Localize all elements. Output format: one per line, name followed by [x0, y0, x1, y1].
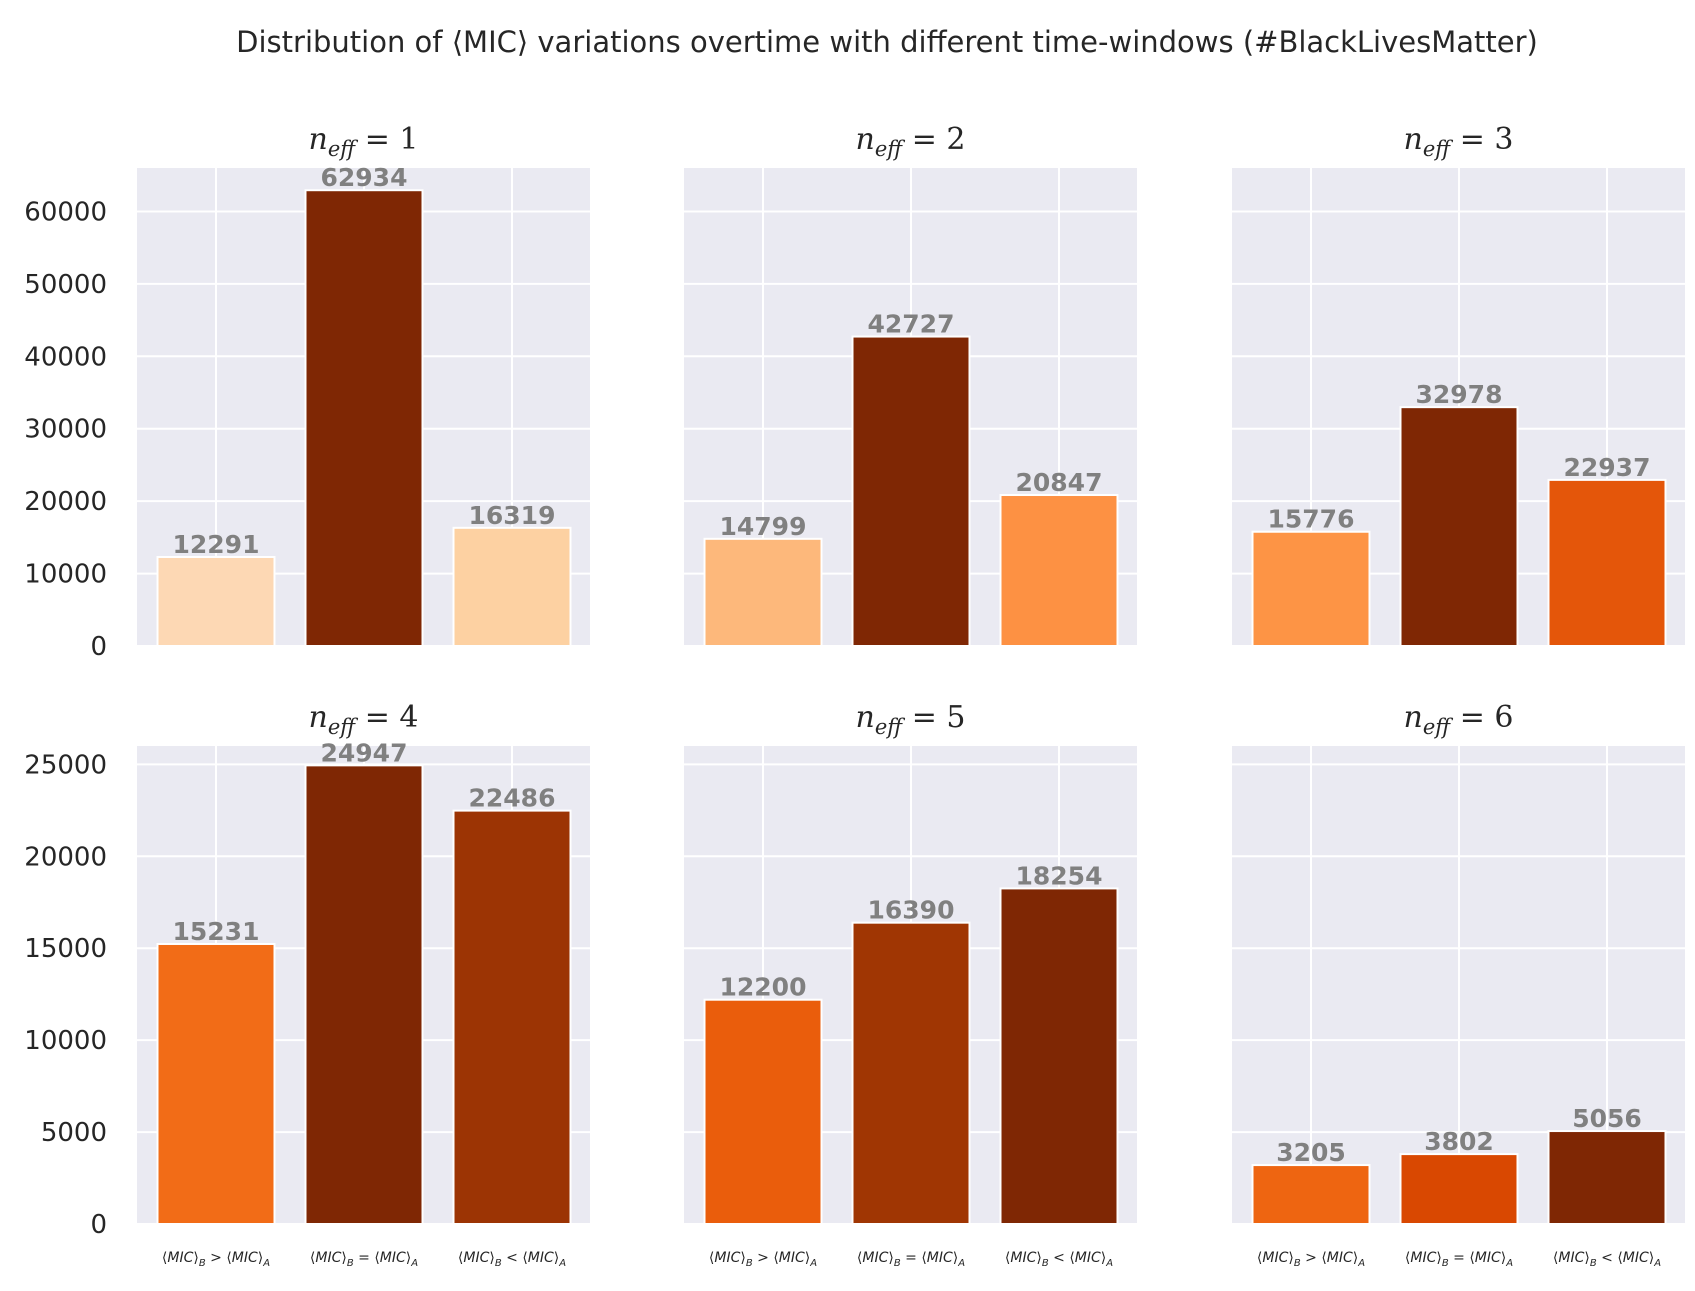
panel-title: neff = 5 [856, 700, 966, 739]
bar-value-label: 16319 [469, 501, 556, 530]
bar-value-label: 15776 [1268, 505, 1355, 534]
y-tick-label: 15000 [24, 934, 107, 964]
x-tick-label: ⟨MIC⟩B = ⟨MIC⟩A [310, 1250, 418, 1269]
panel-neff-4: 0 5000 10000 15000 20000 25000 neff = 4 15231 24… [24, 700, 590, 1269]
chart-title: Distribution of ⟨MIC⟩ variations overtim… [236, 25, 1538, 59]
bar-value-label: 15231 [173, 917, 260, 946]
bar [703, 537, 823, 647]
bar-value-label: 62934 [321, 163, 408, 192]
bar [156, 942, 276, 1226]
bar [851, 335, 971, 647]
y-tick-label: 0 [90, 1210, 107, 1240]
bar-value-label: 20847 [1016, 468, 1103, 497]
y-tick-label: 30000 [24, 415, 107, 445]
y-tick-label: 0 [90, 632, 107, 662]
bar-value-label: 18254 [1016, 861, 1103, 890]
panel-neff-2: neff = 2 14799 42727 20847 [684, 122, 1137, 647]
bar [1547, 1130, 1667, 1225]
bar [1399, 1153, 1519, 1225]
y-tick-label: 20000 [24, 487, 107, 517]
y-tick-label: 50000 [24, 270, 107, 300]
y-tick-label: 60000 [24, 197, 107, 227]
bar-value-label: 16390 [868, 896, 955, 925]
bar [1251, 1164, 1371, 1225]
x-tick-label: ⟨MIC⟩B > ⟨MIC⟩A [162, 1250, 270, 1269]
bar-value-label: 12291 [173, 530, 260, 559]
bar [851, 921, 971, 1225]
panel-neff-6: neff = 6 3205 3802 5056 ⟨MIC⟩B > ⟨MIC⟩A ⟨MIC⟩… [1232, 700, 1685, 1269]
y-tick-label: 20000 [24, 842, 107, 872]
x-tick-label: ⟨MIC⟩B = ⟨MIC⟩A [1405, 1250, 1513, 1269]
bar [1547, 478, 1667, 648]
y-tick-label: 5000 [41, 1118, 107, 1148]
panel-title: neff = 2 [856, 122, 966, 161]
bar-value-label: 5056 [1572, 1104, 1642, 1133]
y-tick-label: 40000 [24, 342, 107, 372]
panel-neff-5: neff = 5 12200 16390 18254 ⟨MIC⟩B > ⟨MIC⟩A ⟨M… [684, 700, 1137, 1269]
y-tick-label: 25000 [24, 750, 107, 780]
x-tick-label: ⟨MIC⟩B > ⟨MIC⟩A [1257, 1250, 1365, 1269]
bar [156, 555, 276, 647]
bar [452, 809, 572, 1225]
panel-title: neff = 6 [1404, 700, 1514, 739]
bar [703, 998, 823, 1226]
x-tick-label: ⟨MIC⟩B < ⟨MIC⟩A [1553, 1250, 1661, 1269]
x-tick-label: ⟨MIC⟩B = ⟨MIC⟩A [857, 1250, 965, 1269]
bar-value-label: 42727 [868, 310, 955, 339]
bar-value-label: 3205 [1276, 1138, 1346, 1167]
x-tick-label: ⟨MIC⟩B < ⟨MIC⟩A [458, 1250, 566, 1269]
y-tick-label: 10000 [24, 1026, 107, 1056]
bar-value-label: 22486 [469, 784, 556, 813]
bar [304, 189, 424, 648]
panel-neff-3: neff = 3 15776 32978 22937 [1232, 122, 1685, 648]
bar [1399, 406, 1519, 647]
bar [999, 887, 1119, 1225]
bar-value-label: 32978 [1416, 380, 1503, 409]
bar-value-label: 24947 [321, 738, 408, 767]
x-tick-label: ⟨MIC⟩B < ⟨MIC⟩A [1005, 1250, 1113, 1269]
bar-value-label: 14799 [720, 512, 807, 541]
panel-title: neff = 1 [309, 122, 419, 161]
bar [999, 494, 1119, 647]
bar [1251, 530, 1371, 648]
panel-title: neff = 4 [309, 700, 419, 739]
bar-value-label: 3802 [1424, 1127, 1494, 1156]
panel-neff-1: 0 10000 20000 30000 40000 50000 60000 neff = 1 1… [24, 122, 590, 662]
bar [452, 526, 572, 647]
panel-title: neff = 3 [1404, 122, 1514, 161]
bar-value-label: 12200 [720, 973, 807, 1002]
bar-value-label: 22937 [1564, 453, 1651, 482]
y-tick-label: 10000 [24, 560, 107, 590]
x-tick-label: ⟨MIC⟩B > ⟨MIC⟩A [709, 1250, 817, 1269]
bar [304, 764, 424, 1225]
